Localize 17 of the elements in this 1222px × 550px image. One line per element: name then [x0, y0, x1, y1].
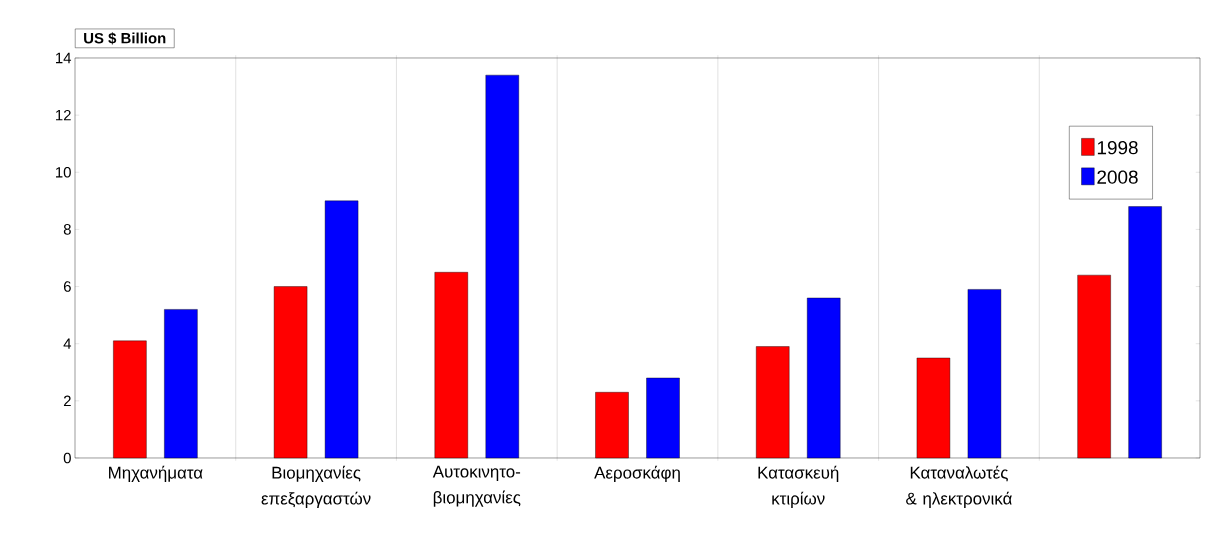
- x-tick-label: Βιομηχανίες επεξαργαστών: [261, 465, 371, 508]
- x-tick-label: Αυτοκινητο- βιομηχανίες: [432, 465, 521, 507]
- y-tick-label: 8: [63, 224, 71, 235]
- y-tick-label: 12: [56, 109, 71, 121]
- y-tick-label: 14: [56, 52, 72, 64]
- y-axis-title: US $ Billion: [84, 32, 166, 45]
- y-tick-label: 6: [63, 281, 71, 292]
- x-tick-label: Κατασκευή κτιρίων: [758, 465, 839, 508]
- y-tick-label: 0: [63, 452, 71, 464]
- y-tick-label: 2: [63, 395, 71, 407]
- y-tick-label: 10: [56, 166, 71, 178]
- legend-label: 2008: [1097, 170, 1138, 184]
- x-tick-label: Αεροσκάφη: [594, 465, 680, 483]
- legend-label: 1998: [1097, 140, 1138, 155]
- x-tick-label: Μηχανήματα: [109, 465, 203, 483]
- y-tick-label: 4: [63, 338, 72, 349]
- x-tick-label: Καταναλωτές & ηλεκτρονικά: [906, 465, 1012, 508]
